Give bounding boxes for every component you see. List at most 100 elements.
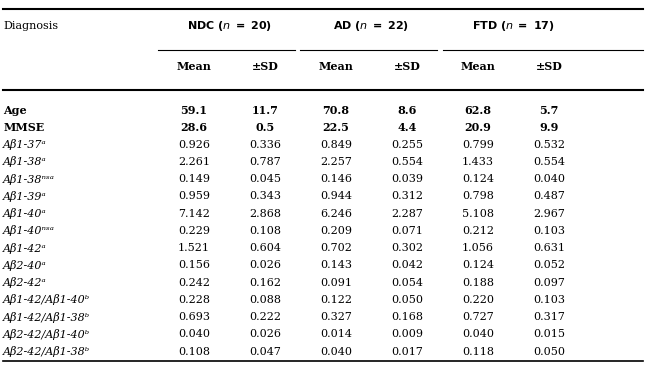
Text: 2.967: 2.967	[533, 208, 565, 219]
Text: 0.124: 0.124	[462, 174, 494, 184]
Text: 0.040: 0.040	[533, 174, 565, 184]
Text: 0.926: 0.926	[178, 139, 210, 150]
Text: 0.045: 0.045	[249, 174, 281, 184]
Text: $\bf{AD\ (}$$\it{n}$$\bf{\ =\ 22)}$: $\bf{AD\ (}$$\it{n}$$\bf{\ =\ 22)}$	[333, 19, 410, 33]
Text: 7.142: 7.142	[178, 208, 210, 219]
Text: 0.091: 0.091	[320, 277, 352, 288]
Text: 0.554: 0.554	[533, 157, 565, 167]
Text: Aβ2-40ᵃ: Aβ2-40ᵃ	[3, 260, 47, 271]
Text: 0.604: 0.604	[249, 243, 281, 253]
Text: 20.9: 20.9	[464, 122, 492, 133]
Text: Age: Age	[3, 105, 27, 116]
Text: Aβ1-40ⁿˢᵃ: Aβ1-40ⁿˢᵃ	[3, 225, 55, 236]
Text: Mean: Mean	[461, 61, 495, 72]
Text: 9.9: 9.9	[539, 122, 559, 133]
Text: ±SD: ±SD	[393, 61, 421, 72]
Text: 0.149: 0.149	[178, 174, 210, 184]
Text: 0.103: 0.103	[533, 226, 565, 236]
Text: 2.257: 2.257	[320, 157, 352, 167]
Text: 11.7: 11.7	[251, 105, 278, 116]
Text: 0.050: 0.050	[391, 295, 423, 305]
Text: ±SD: ±SD	[251, 61, 278, 72]
Text: 0.156: 0.156	[178, 260, 210, 270]
Text: 0.103: 0.103	[533, 295, 565, 305]
Text: 0.944: 0.944	[320, 191, 352, 201]
Text: 0.343: 0.343	[249, 191, 281, 201]
Text: 0.122: 0.122	[320, 295, 352, 305]
Text: Aβ1-42/Aβ1-38ᵇ: Aβ1-42/Aβ1-38ᵇ	[3, 312, 90, 323]
Text: 0.5: 0.5	[255, 122, 275, 133]
Text: 0.188: 0.188	[462, 277, 494, 288]
Text: 0.229: 0.229	[178, 226, 210, 236]
Text: 0.327: 0.327	[320, 312, 352, 322]
Text: 59.1: 59.1	[180, 105, 207, 116]
Text: 0.143: 0.143	[320, 260, 352, 270]
Text: 4.4: 4.4	[397, 122, 417, 133]
Text: 0.054: 0.054	[391, 277, 423, 288]
Text: 0.532: 0.532	[533, 139, 565, 150]
Text: Diagnosis: Diagnosis	[3, 21, 58, 31]
Text: 0.168: 0.168	[391, 312, 423, 322]
Text: 0.042: 0.042	[391, 260, 423, 270]
Text: 0.040: 0.040	[462, 329, 494, 339]
Text: 0.693: 0.693	[178, 312, 210, 322]
Text: Aβ1-38ⁿˢᵃ: Aβ1-38ⁿˢᵃ	[3, 174, 55, 185]
Text: 0.727: 0.727	[462, 312, 494, 322]
Text: 0.071: 0.071	[391, 226, 423, 236]
Text: 0.039: 0.039	[391, 174, 423, 184]
Text: 6.246: 6.246	[320, 208, 352, 219]
Text: 0.228: 0.228	[178, 295, 210, 305]
Text: ±SD: ±SD	[536, 61, 563, 72]
Text: 5.7: 5.7	[539, 105, 559, 116]
Text: $\bf{FTD\ (}$$\it{n}$$\bf{\ =\ 17)}$: $\bf{FTD\ (}$$\it{n}$$\bf{\ =\ 17)}$	[472, 19, 555, 33]
Text: 0.026: 0.026	[249, 329, 281, 339]
Text: Aβ1-38ᵃ: Aβ1-38ᵃ	[3, 156, 47, 167]
Text: 0.317: 0.317	[533, 312, 565, 322]
Text: Aβ1-37ᵃ: Aβ1-37ᵃ	[3, 139, 47, 150]
Text: 0.336: 0.336	[249, 139, 281, 150]
Text: 28.6: 28.6	[180, 122, 207, 133]
Text: Aβ1-40ᵃ: Aβ1-40ᵃ	[3, 208, 47, 219]
Text: 0.702: 0.702	[320, 243, 352, 253]
Text: Aβ2-42/Aβ1-40ᵇ: Aβ2-42/Aβ1-40ᵇ	[3, 329, 90, 340]
Text: 5.108: 5.108	[462, 208, 494, 219]
Text: 0.015: 0.015	[533, 329, 565, 339]
Text: Mean: Mean	[318, 61, 353, 72]
Text: 0.302: 0.302	[391, 243, 423, 253]
Text: 0.162: 0.162	[249, 277, 281, 288]
Text: 0.124: 0.124	[462, 260, 494, 270]
Text: 0.222: 0.222	[249, 312, 281, 322]
Text: 1.056: 1.056	[462, 243, 494, 253]
Text: 0.026: 0.026	[249, 260, 281, 270]
Text: 70.8: 70.8	[322, 105, 349, 116]
Text: 2.261: 2.261	[178, 157, 210, 167]
Text: MMSE: MMSE	[3, 122, 45, 133]
Text: 0.554: 0.554	[391, 157, 423, 167]
Text: 0.799: 0.799	[462, 139, 494, 150]
Text: $\bf{NDC\ (}$$\it{n}$$\bf{\ =\ 20)}$: $\bf{NDC\ (}$$\it{n}$$\bf{\ =\ 20)}$	[187, 19, 272, 33]
Text: 0.088: 0.088	[249, 295, 281, 305]
Text: 0.014: 0.014	[320, 329, 352, 339]
Text: 0.108: 0.108	[178, 346, 210, 357]
Text: 0.209: 0.209	[320, 226, 352, 236]
Text: 0.047: 0.047	[249, 346, 281, 357]
Text: 0.798: 0.798	[462, 191, 494, 201]
Text: 0.959: 0.959	[178, 191, 210, 201]
Text: 1.433: 1.433	[462, 157, 494, 167]
Text: 0.052: 0.052	[533, 260, 565, 270]
Text: 0.631: 0.631	[533, 243, 565, 253]
Text: 0.040: 0.040	[178, 329, 210, 339]
Text: 2.287: 2.287	[391, 208, 423, 219]
Text: Aβ1-42/Aβ1-40ᵇ: Aβ1-42/Aβ1-40ᵇ	[3, 294, 90, 305]
Text: 0.108: 0.108	[249, 226, 281, 236]
Text: 1.521: 1.521	[178, 243, 210, 253]
Text: 0.017: 0.017	[391, 346, 423, 357]
Text: 0.312: 0.312	[391, 191, 423, 201]
Text: 0.050: 0.050	[533, 346, 565, 357]
Text: 2.868: 2.868	[249, 208, 281, 219]
Text: Mean: Mean	[176, 61, 211, 72]
Text: 0.220: 0.220	[462, 295, 494, 305]
Text: Aβ2-42ᵃ: Aβ2-42ᵃ	[3, 277, 47, 288]
Text: 62.8: 62.8	[464, 105, 492, 116]
Text: 0.849: 0.849	[320, 139, 352, 150]
